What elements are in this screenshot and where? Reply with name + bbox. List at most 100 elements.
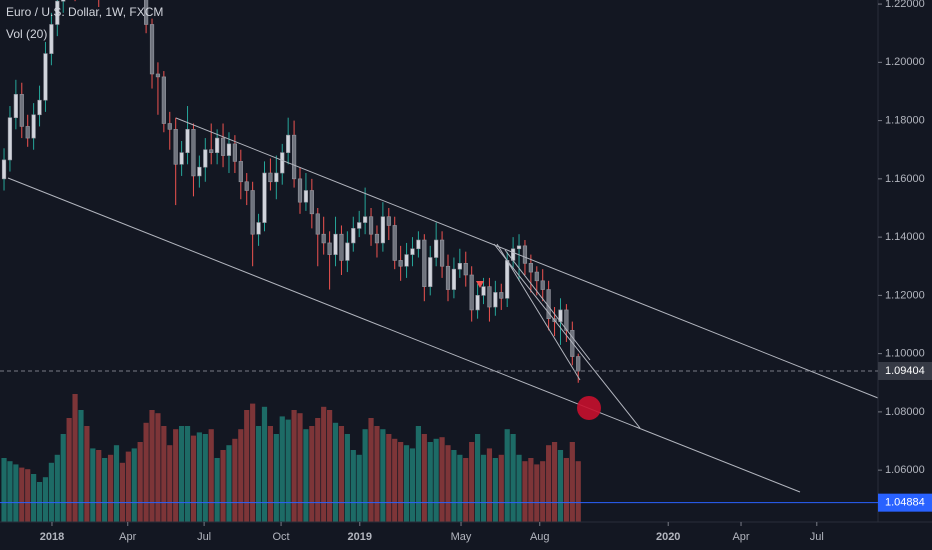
candle-body [564,309,569,331]
volume-bar [19,467,25,522]
volume-bar [492,458,498,522]
candle-body [185,129,190,153]
candle-body [49,24,54,54]
candle-body [445,265,451,290]
price-label-box [878,361,932,380]
candle-body [268,172,273,183]
volume-bar [534,464,540,522]
candle-body [315,213,320,235]
y-tick-label: 1.18000 [885,115,925,127]
volume-bar [42,477,49,522]
volume-bar [261,406,268,522]
volume-bar [415,426,421,522]
candle-body [475,295,480,311]
volume-bar [569,442,575,522]
volume-bar [516,454,522,522]
candle-body [528,263,533,273]
volume-bar [137,442,143,522]
volume-bar [96,450,102,522]
volume-bar [409,448,416,522]
candle-body [55,0,60,25]
volume-bar [131,448,137,522]
candle-body [291,134,297,180]
volume-bar [1,458,7,522]
y-tick-label: 1.08000 [885,406,925,418]
candle-body [386,216,391,226]
volume-bar [510,434,516,522]
volume-bar [66,418,72,522]
candle-body [256,222,261,235]
volume-bar [54,454,60,522]
volume-bar [522,461,528,522]
candles [1,0,581,383]
volume-bar [344,434,350,522]
candle-body [203,149,208,168]
volume-bar [374,426,380,522]
candle-body [238,161,243,183]
volume-bar [125,451,131,522]
plot-area [1,0,879,522]
candle-body [321,233,326,244]
candle-body [149,24,155,75]
volume-bar [173,429,179,522]
volume-bar [445,445,451,522]
volume-bar [368,418,374,522]
volume-bar [36,482,43,522]
candle-body [191,129,196,177]
volume-bar [392,438,398,522]
candle-body [161,76,166,124]
candle-body [434,239,439,258]
volume-bar [327,410,333,522]
volume-bar [196,432,202,522]
candle-body [522,245,528,264]
volume-bar [107,454,114,522]
candle-body [215,137,220,153]
volume-bar [474,434,481,522]
marker-triangle [476,281,484,288]
candle-body [226,143,232,156]
volume-bar [179,426,185,522]
candle-body [363,216,368,223]
volume-bar [480,454,487,522]
volume-bar [232,438,238,522]
volume-pane [1,394,581,522]
candle-body [487,286,492,308]
volume-bar [551,442,558,522]
candle-body [493,292,498,308]
volume-bar [250,403,256,522]
candle-body [209,149,214,153]
candle-body [232,143,237,162]
volume-bar [143,422,149,522]
y-tick-label: 1.06000 [885,464,925,476]
candle-body [345,242,350,261]
candle-body [422,239,427,287]
x-tick-label: 2018 [40,531,64,543]
y-tick-label: 1.14000 [885,231,925,243]
candle-body [516,245,522,250]
candle-body [451,268,457,290]
volume-bar [119,462,126,522]
candle-body [505,260,510,299]
candle-body [374,233,380,244]
volume-bar [457,454,463,522]
volume-bar [84,426,90,522]
volume-bar [350,450,356,522]
volume-bar [439,437,445,522]
candle-body [143,0,149,25]
y-tick-label: 1.20000 [885,56,925,68]
trend-line [175,117,879,399]
volume-bar [208,429,214,522]
volume-bar [90,448,96,522]
volume-bar [297,413,303,522]
volume-bar [167,445,173,522]
volume-bar [214,458,220,522]
candle-body [244,181,249,191]
candle-body [274,172,279,183]
candle-body [351,228,356,244]
candle-body [280,152,285,174]
volume-bar [498,454,504,522]
volume-bar [102,458,108,522]
x-tick-label: 2019 [348,531,372,543]
candle-body [61,0,66,2]
x-tick-label: 2020 [656,531,680,543]
